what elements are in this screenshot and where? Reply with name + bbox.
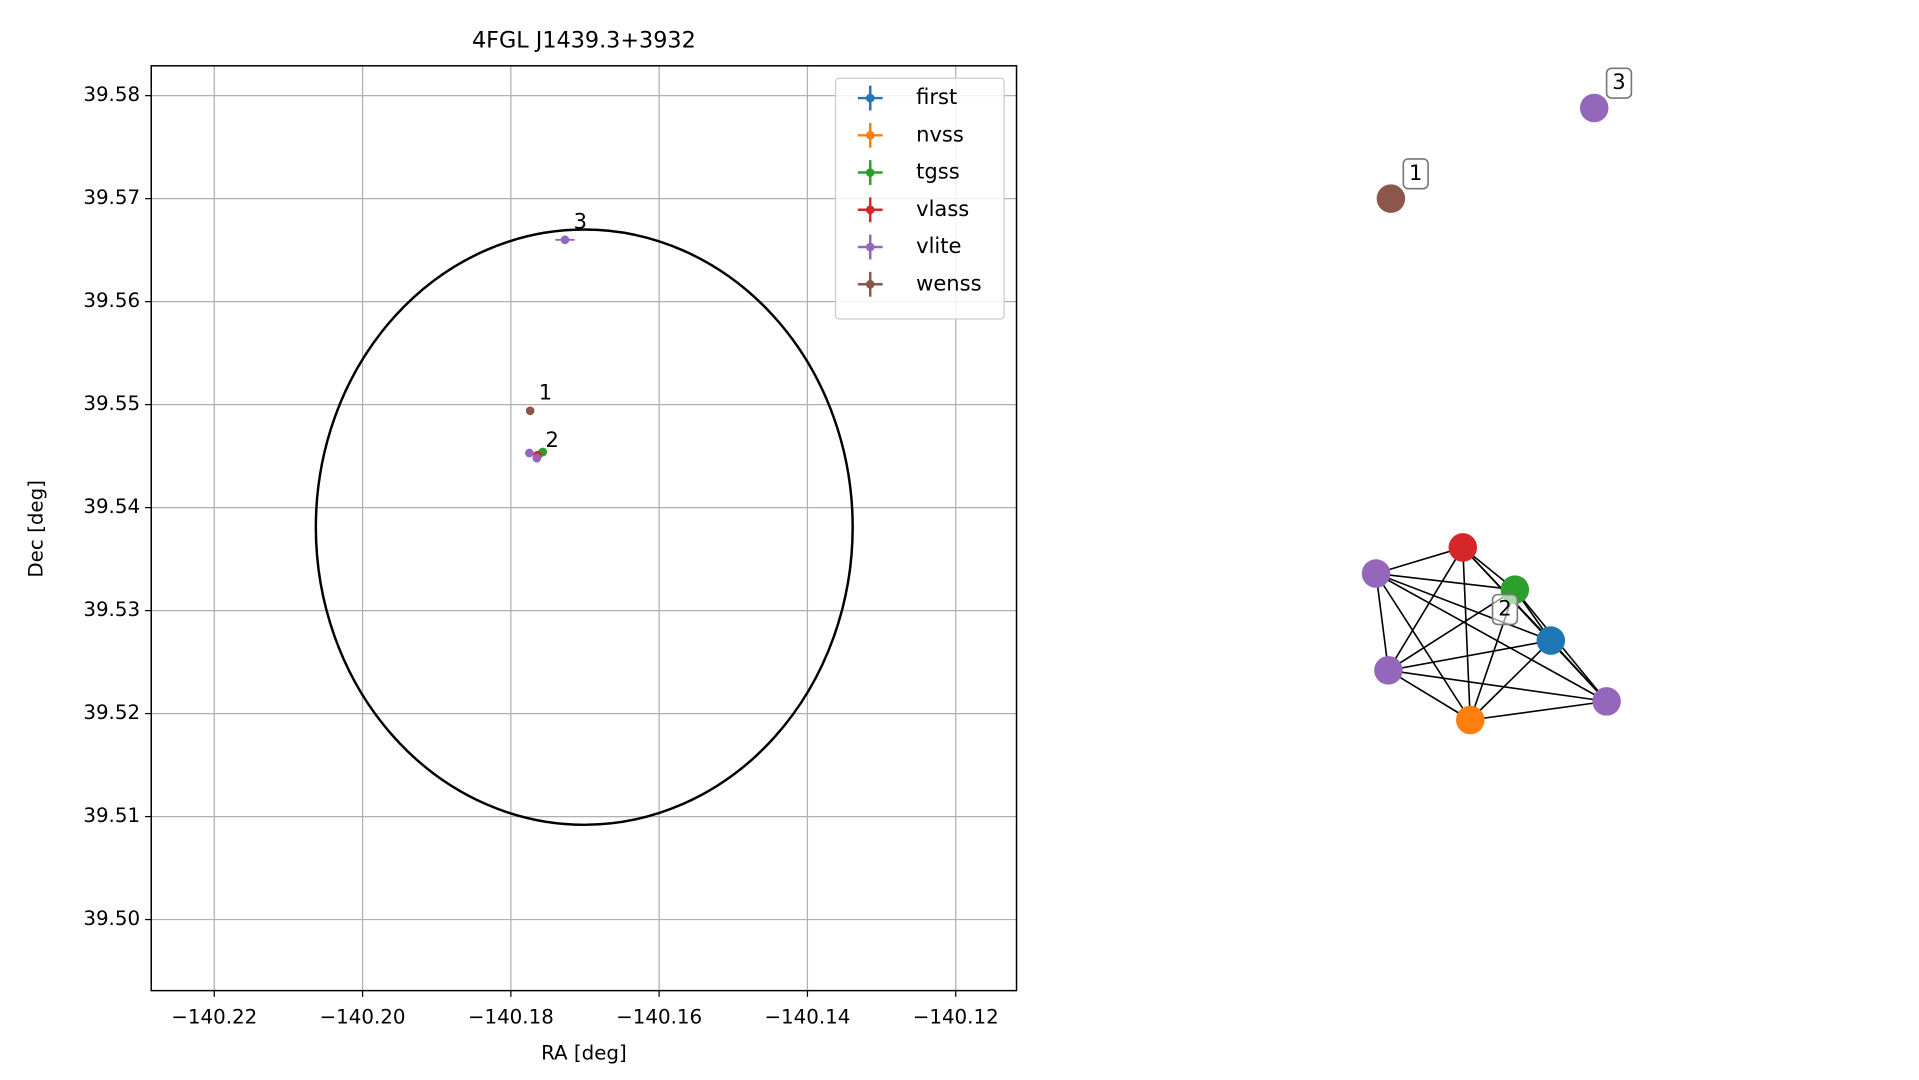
legend-label: wenss xyxy=(916,270,981,295)
graph-edge xyxy=(1375,572,1607,703)
y-tick-label: 39.57 xyxy=(83,186,140,209)
legend-box xyxy=(834,77,1005,320)
x-tick-label: −140.14 xyxy=(764,1005,850,1028)
x-tick-label: −140.12 xyxy=(913,1005,999,1028)
marker xyxy=(560,235,570,245)
y-axis-label: Dec [deg] xyxy=(25,480,48,578)
graph-node xyxy=(1536,626,1566,655)
graph-node xyxy=(1579,93,1609,123)
legend-marker xyxy=(865,130,875,140)
y-tick-label: 39.52 xyxy=(83,701,140,724)
annotation: 1 xyxy=(539,379,552,404)
legend-label: vlass xyxy=(916,196,969,221)
data-point xyxy=(532,453,542,463)
marker xyxy=(532,453,542,463)
node-label: 3 xyxy=(1612,69,1625,94)
label-box xyxy=(1402,158,1429,190)
legend-label: first xyxy=(916,84,957,109)
legend-marker xyxy=(865,168,875,177)
y-tick-label: 39.53 xyxy=(83,598,140,621)
graph-edge xyxy=(1375,572,1515,591)
graph-edge xyxy=(1375,573,1390,671)
x-tick-label: −140.16 xyxy=(616,1005,702,1028)
y-tick-label: 39.58 xyxy=(83,83,140,106)
y-tick-label: 39.55 xyxy=(83,392,140,415)
error-ellipse xyxy=(314,228,854,827)
annotation: 3 xyxy=(574,208,587,233)
graph-node xyxy=(1361,559,1391,588)
graph-edge xyxy=(1388,669,1471,721)
marker xyxy=(525,406,535,416)
graph-edge xyxy=(1388,639,1551,672)
y-tick-label: 39.54 xyxy=(83,495,140,518)
graph-node xyxy=(1374,656,1403,685)
graph-node xyxy=(1376,184,1406,213)
legend-label: vlite xyxy=(916,233,961,258)
data-point xyxy=(525,406,535,416)
legend-label: tgss xyxy=(916,159,960,184)
chart-title: 4FGL J1439.3+3932 xyxy=(472,27,696,53)
y-tick-label: 39.56 xyxy=(83,289,140,312)
node-label: 1 xyxy=(1409,160,1422,185)
marker xyxy=(525,448,534,458)
legend-marker xyxy=(865,205,875,215)
label-box xyxy=(1605,67,1633,99)
graph-node xyxy=(1448,533,1478,562)
graph-edge xyxy=(1375,573,1471,721)
x-tick-label: −140.22 xyxy=(171,1005,257,1028)
label-box xyxy=(1491,593,1519,626)
data-point xyxy=(555,235,575,245)
graph-node xyxy=(1455,705,1485,735)
legend-label: nvss xyxy=(916,121,964,146)
graph-edge xyxy=(1387,547,1464,671)
graph-edge xyxy=(1470,700,1607,721)
legend-marker xyxy=(865,242,875,252)
graph-edge xyxy=(1375,546,1464,575)
graph-node xyxy=(1592,687,1621,716)
graph-edge xyxy=(1388,669,1607,703)
graph-edge xyxy=(1469,639,1552,721)
legend-marker xyxy=(865,279,875,289)
y-tick-label: 39.50 xyxy=(83,907,140,930)
node-label: 2 xyxy=(1498,596,1511,621)
plot-frame xyxy=(150,65,1018,992)
legend-marker xyxy=(865,93,875,103)
graph-edge xyxy=(1375,572,1552,642)
annotation: 2 xyxy=(545,427,558,452)
x-tick-label: −140.18 xyxy=(468,1005,554,1028)
data-point xyxy=(525,448,534,458)
x-tick-label: −140.20 xyxy=(320,1005,406,1028)
y-tick-label: 39.51 xyxy=(83,804,140,827)
graph-edge xyxy=(1461,547,1472,721)
x-axis-label: RA [deg] xyxy=(541,1041,627,1064)
